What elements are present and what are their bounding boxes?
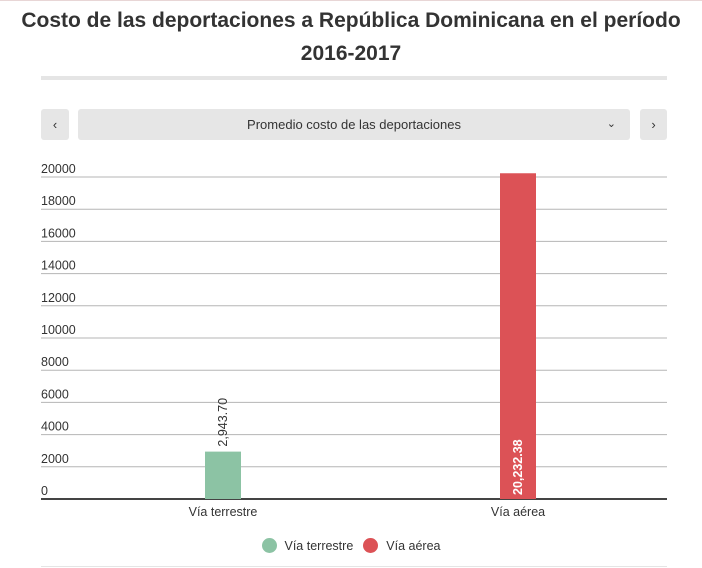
chevron-left-icon: ‹ (52, 117, 58, 132)
next-button[interactable]: › (640, 109, 667, 140)
chart-selector-dropdown[interactable]: Promedio costo de las deportaciones ⌄ (78, 109, 630, 140)
title-divider (41, 76, 667, 80)
top-border (0, 0, 702, 1)
chevron-right-icon: › (651, 117, 656, 132)
y-tick-label: 10000 (41, 323, 76, 337)
y-tick-label: 18000 (41, 194, 76, 208)
x-tick-label: Vía terrestre (189, 505, 258, 519)
chart-title: Costo de las deportaciones a República D… (21, 9, 681, 65)
legend: Vía terrestre Vía aérea (0, 538, 702, 553)
legend-label: Vía aérea (386, 538, 441, 553)
legend-label: Vía terrestre (284, 538, 354, 553)
y-tick-label: 4000 (41, 420, 69, 434)
y-tick-label: 6000 (41, 387, 69, 401)
selected-option: Promedio costo de las deportaciones (247, 117, 461, 132)
y-tick-label: 16000 (41, 226, 76, 240)
previous-button[interactable]: ‹ (41, 109, 69, 140)
y-tick-label: 12000 (41, 291, 76, 305)
data-label: 20,232.38 (511, 439, 525, 495)
data-label: 2,943.70 (216, 398, 230, 447)
x-tick-label: Vía aérea (491, 505, 545, 519)
y-tick-label: 8000 (41, 355, 69, 369)
bottom-divider (41, 566, 667, 567)
bar-terrestre (205, 451, 241, 499)
y-tick-label: 14000 (41, 259, 76, 273)
y-tick-label: 0 (41, 484, 48, 498)
legend-swatch (261, 538, 277, 553)
legend-item-aerea[interactable]: Vía aérea (363, 538, 441, 553)
legend-swatch (363, 538, 379, 553)
legend-item-terrestre[interactable]: Vía terrestre (261, 538, 354, 553)
bar-aerea (500, 173, 536, 500)
y-tick-label: 2000 (41, 452, 69, 466)
chevron-down-icon: ⌄ (606, 118, 616, 130)
y-tick-label: 20000 (41, 162, 76, 176)
